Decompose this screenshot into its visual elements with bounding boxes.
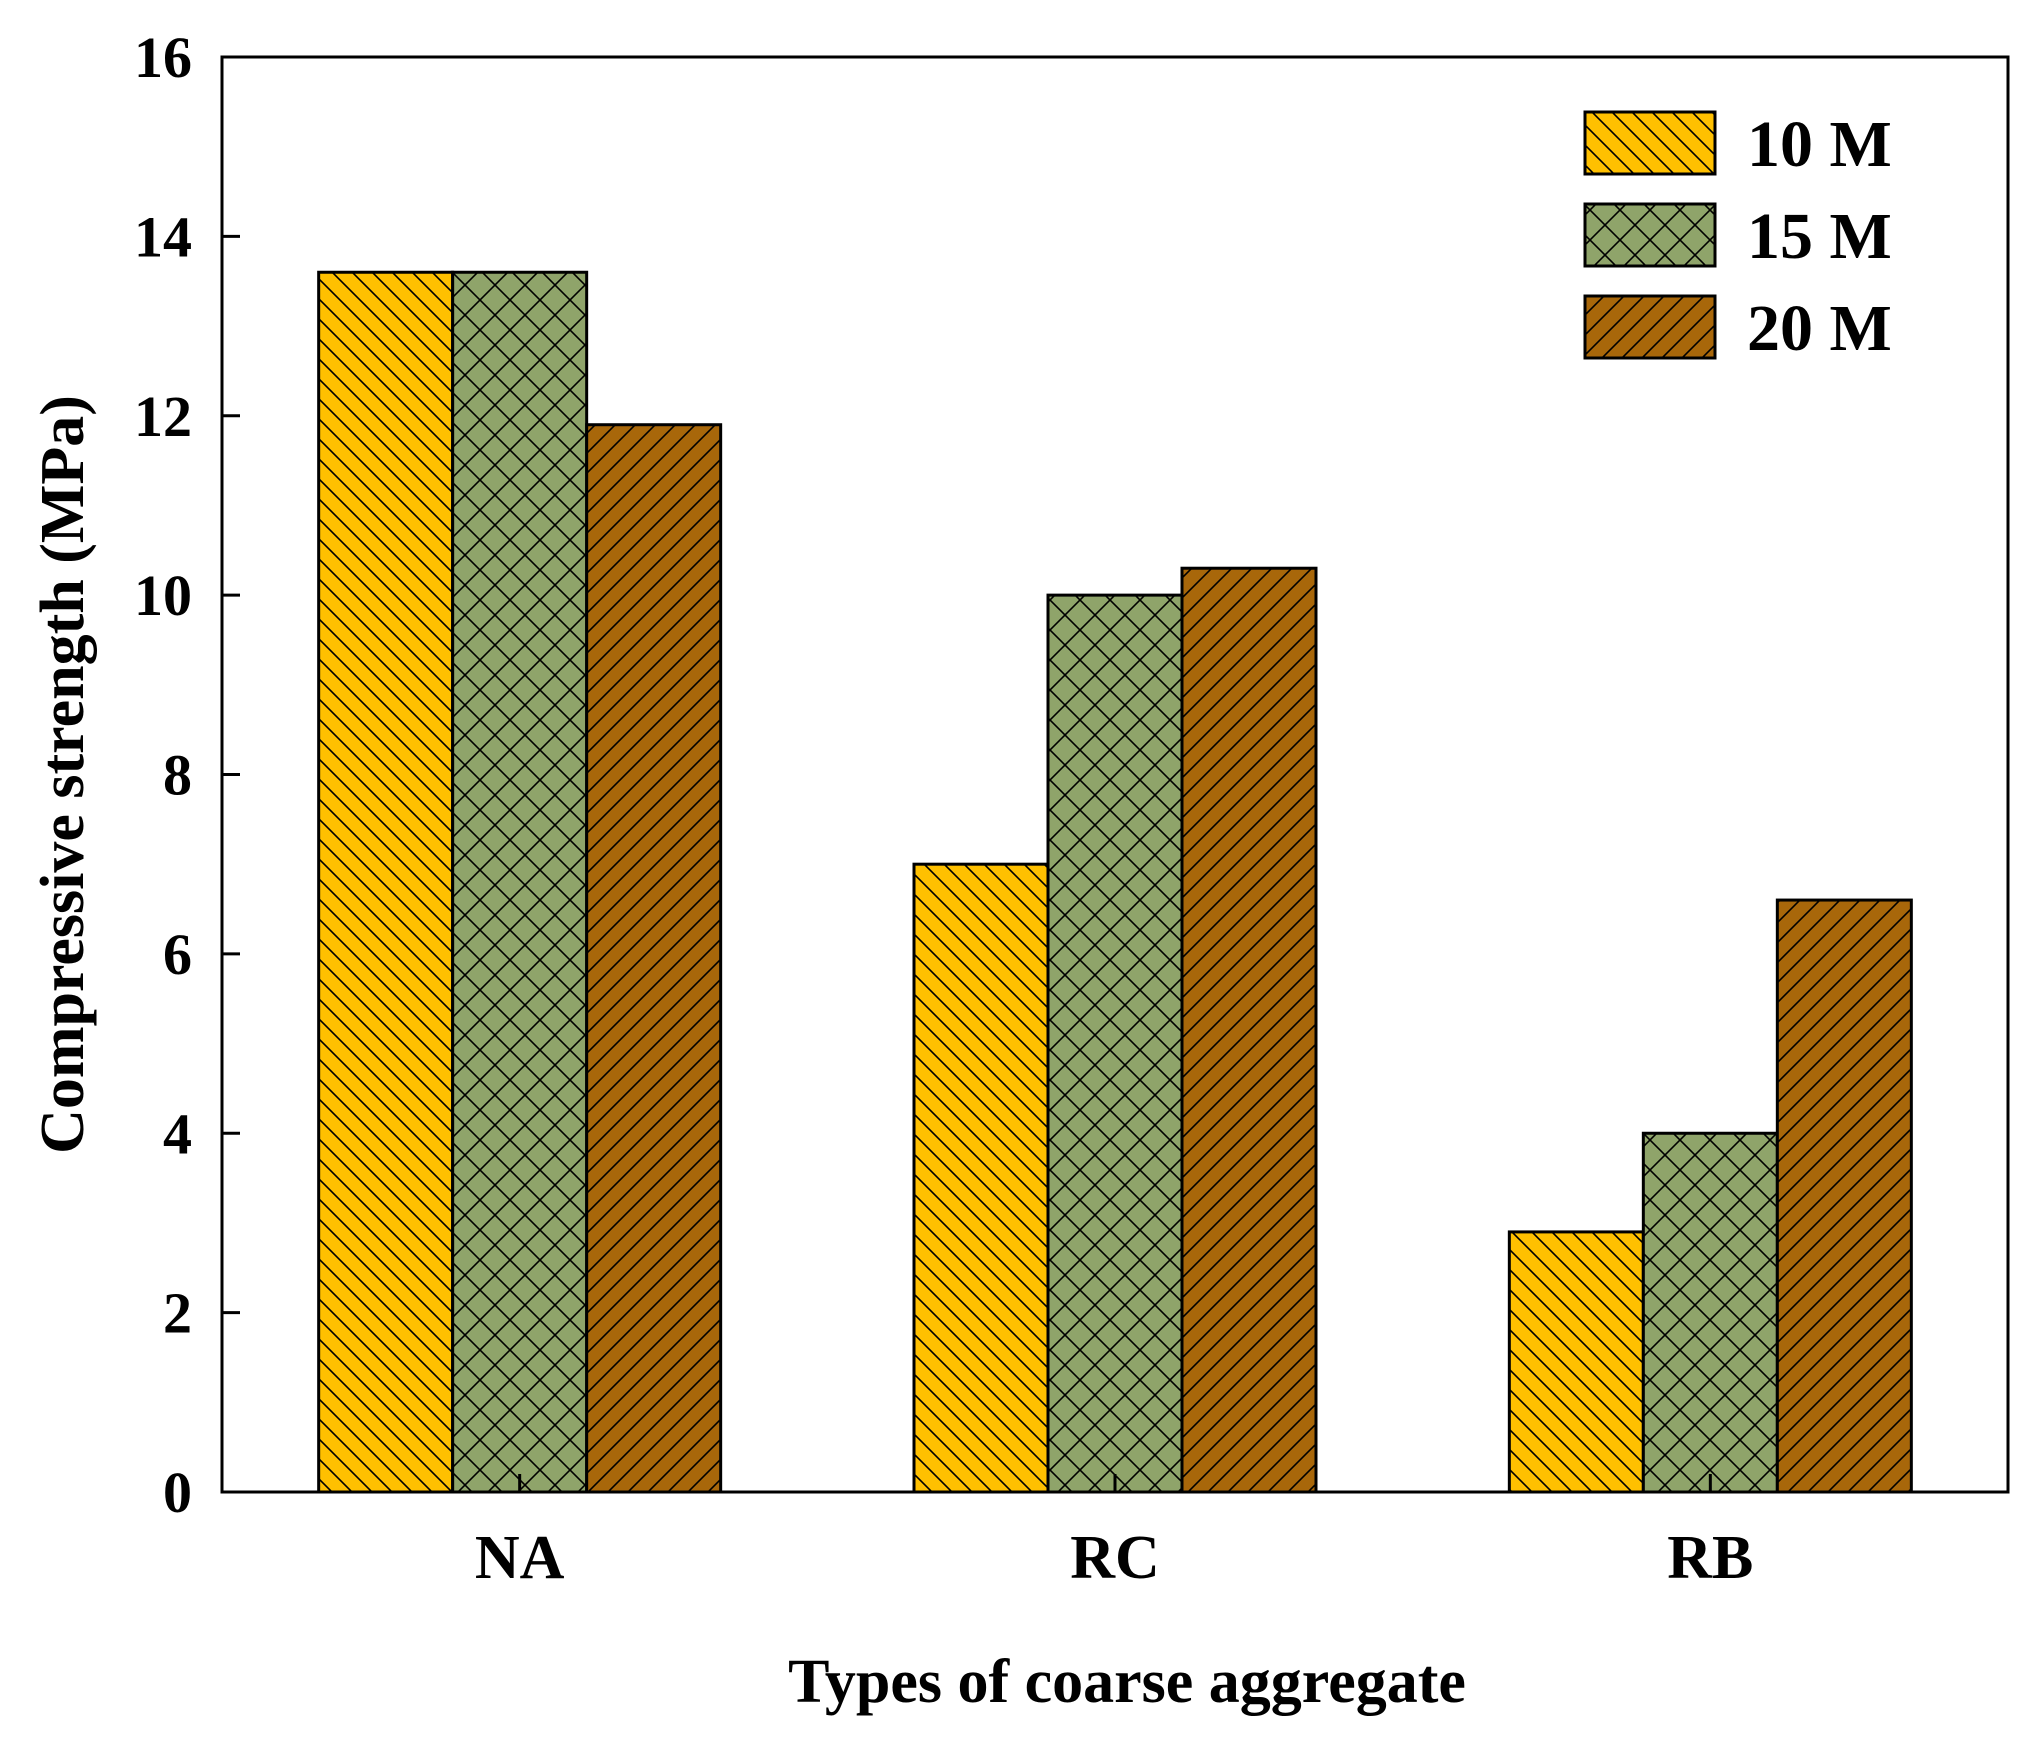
- x-tick-label-rb: RB: [1667, 1524, 1753, 1592]
- y-tick-label: 0: [163, 1460, 192, 1525]
- y-tick-label: 14: [134, 204, 192, 269]
- x-axis-title: Types of coarse aggregate: [788, 1648, 1466, 1716]
- bar-rc-15-m-hatch: [1046, 593, 1184, 1494]
- bar-rc-10-m: [912, 862, 1050, 1494]
- legend-item-15-m-swatch-hatch: [1583, 202, 1717, 268]
- bar-rb-15-m: [1641, 1131, 1779, 1494]
- bar-rb-20-m-hatch: [1775, 898, 1913, 1494]
- bar-na-15-m-hatch: [451, 270, 589, 1494]
- x-tick-label-rc: RC: [1070, 1524, 1160, 1592]
- legend-item-20-m: 20 M: [1583, 292, 1892, 365]
- legend: 10 M 15 M 20 M: [1583, 108, 1892, 365]
- y-tick-label: 10: [134, 563, 192, 628]
- bar-rc-15-m: [1046, 593, 1184, 1494]
- bar-rc-20-m-hatch: [1180, 566, 1318, 1494]
- bar-rc-10-m-hatch: [912, 862, 1050, 1494]
- x-categories: NA RC RB: [475, 1474, 1753, 1592]
- y-tick-label: 2: [163, 1281, 192, 1346]
- bar-na-10-m-hatch: [317, 270, 455, 1494]
- y-tick-label: 6: [163, 922, 192, 987]
- legend-item-10-m-swatch-hatch: [1583, 110, 1717, 176]
- bar-na-20-m: [585, 423, 723, 1494]
- legend-item-15-m: 15 M: [1583, 200, 1892, 273]
- legend-item-15-m-label: 15 M: [1747, 200, 1892, 273]
- y-ticks: 0 2 4 6 8 10 12 14 16: [134, 25, 240, 1525]
- legend-item-20-m-swatch-hatch: [1583, 294, 1717, 360]
- x-tick-label-na: NA: [475, 1524, 565, 1592]
- bar-rb-20-m: [1775, 898, 1913, 1494]
- legend-item-10-m: 10 M: [1583, 108, 1892, 181]
- y-tick-label: 4: [163, 1101, 192, 1166]
- bar-rb-10-m-hatch: [1507, 1230, 1645, 1494]
- y-tick-label: 12: [134, 384, 192, 449]
- bar-rb-10-m: [1507, 1230, 1645, 1494]
- bar-na-10-m: [317, 270, 455, 1494]
- bar-rb-15-m-hatch: [1641, 1131, 1779, 1494]
- legend-item-20-m-label: 20 M: [1747, 292, 1892, 365]
- bar-na-15-m: [451, 270, 589, 1494]
- y-tick-label: 8: [163, 743, 192, 808]
- y-tick-label: 16: [134, 25, 192, 90]
- y-axis-title: Compressive strength (MPa): [29, 395, 97, 1154]
- legend-item-10-m-label: 10 M: [1747, 108, 1892, 181]
- bars-layer: [317, 270, 1913, 1494]
- bar-na-20-m-hatch: [585, 423, 723, 1494]
- bar-rc-20-m: [1180, 566, 1318, 1494]
